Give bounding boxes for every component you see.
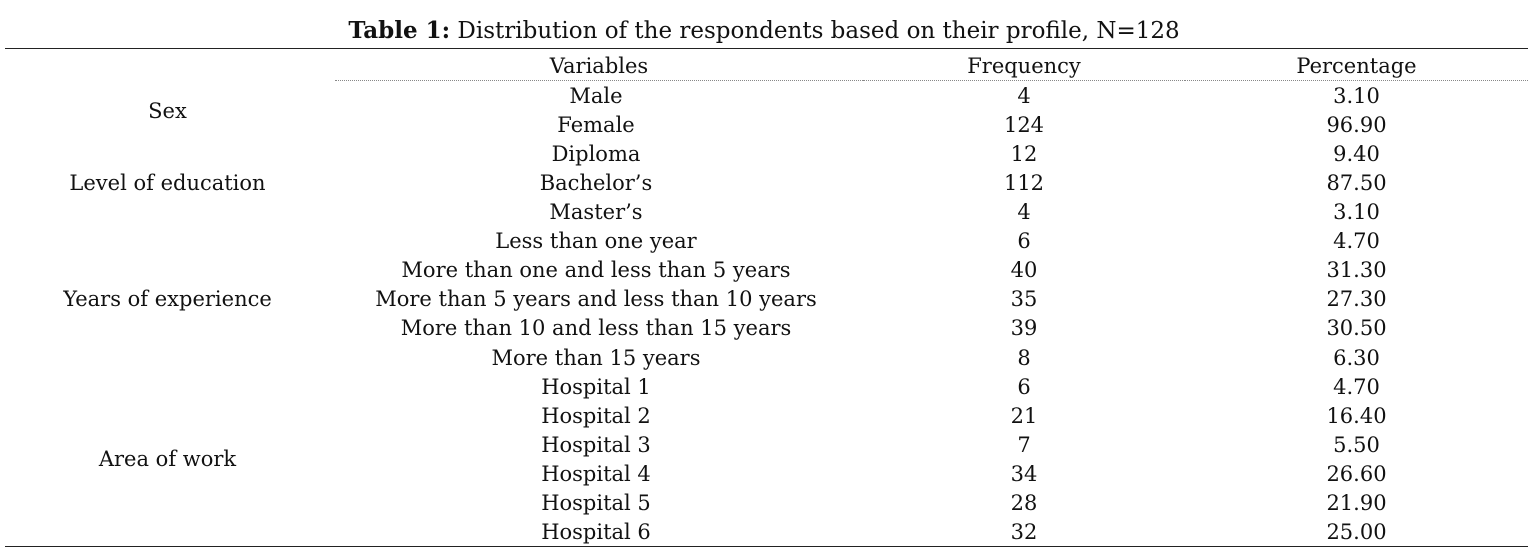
table-caption-text: Distribution of the respondents based on…: [450, 18, 1180, 44]
row-frequency: 39: [1010, 316, 1038, 340]
row-label: Hospital 6: [541, 520, 651, 544]
row-frequency: 40: [1010, 258, 1038, 282]
row-frequency: 28: [1010, 491, 1038, 515]
bottom-rule: [5, 546, 1528, 547]
group-label: Area of work: [98, 447, 237, 471]
header-rule-percentage: [1185, 80, 1528, 81]
row-label: Hospital 2: [541, 404, 651, 428]
row-label: More than 5 years and less than 10 years: [375, 287, 817, 311]
row-frequency: 7: [1017, 433, 1031, 457]
group-label: Level of education: [69, 171, 266, 195]
header-rule-variables: [335, 80, 863, 81]
row-label: Diploma: [551, 142, 641, 166]
row-frequency: 8: [1017, 346, 1031, 370]
row-percentage: 96.90: [1326, 113, 1387, 137]
row-label: Hospital 5: [541, 491, 651, 515]
row-percentage: 4.70: [1333, 229, 1380, 253]
row-label: More than 15 years: [491, 346, 701, 370]
row-label: More than one and less than 5 years: [401, 258, 791, 282]
row-frequency: 21: [1010, 404, 1038, 428]
row-percentage: 3.10: [1333, 200, 1380, 224]
row-percentage: 31.30: [1326, 258, 1387, 282]
row-label: More than 10 and less than 15 years: [400, 316, 792, 340]
row-percentage: 16.40: [1326, 404, 1387, 428]
row-percentage: 21.90: [1326, 491, 1387, 515]
row-percentage: 4.70: [1333, 375, 1380, 399]
table-caption: Table 1: Distribution of the respondents…: [0, 17, 1528, 45]
row-percentage: 27.30: [1326, 287, 1387, 311]
row-label: Female: [557, 113, 635, 137]
row-frequency: 112: [1003, 171, 1045, 195]
row-percentage: 3.10: [1333, 84, 1380, 108]
row-percentage: 5.50: [1333, 433, 1380, 457]
row-label: Bachelor’s: [539, 171, 653, 195]
row-label: Hospital 1: [541, 375, 651, 399]
row-label: Male: [569, 84, 623, 108]
header-percentage: Percentage: [1296, 54, 1417, 78]
header-rule-frequency: [863, 80, 1185, 81]
table-caption-label: Table 1:: [348, 17, 451, 44]
row-frequency: 32: [1010, 520, 1038, 544]
row-frequency: 35: [1010, 287, 1038, 311]
row-frequency: 6: [1017, 375, 1031, 399]
row-label: Master’s: [549, 200, 643, 224]
row-frequency: 124: [1003, 113, 1045, 137]
row-percentage: 6.30: [1333, 346, 1380, 370]
row-frequency: 6: [1017, 229, 1031, 253]
row-label: Hospital 4: [541, 462, 651, 486]
group-label: Sex: [148, 99, 187, 123]
row-label: Less than one year: [495, 229, 697, 253]
row-percentage: 87.50: [1326, 171, 1387, 195]
row-percentage: 25.00: [1326, 520, 1387, 544]
top-rule: [5, 48, 1528, 49]
row-percentage: 30.50: [1326, 316, 1387, 340]
header-frequency: Frequency: [967, 54, 1081, 78]
header-variables: Variables: [549, 54, 649, 78]
row-label: Hospital 3: [541, 433, 651, 457]
row-percentage: 26.60: [1326, 462, 1387, 486]
row-percentage: 9.40: [1333, 142, 1380, 166]
row-frequency: 12: [1010, 142, 1038, 166]
row-frequency: 4: [1017, 84, 1031, 108]
row-frequency: 34: [1010, 462, 1038, 486]
row-frequency: 4: [1017, 200, 1031, 224]
group-label: Years of experience: [63, 287, 272, 311]
